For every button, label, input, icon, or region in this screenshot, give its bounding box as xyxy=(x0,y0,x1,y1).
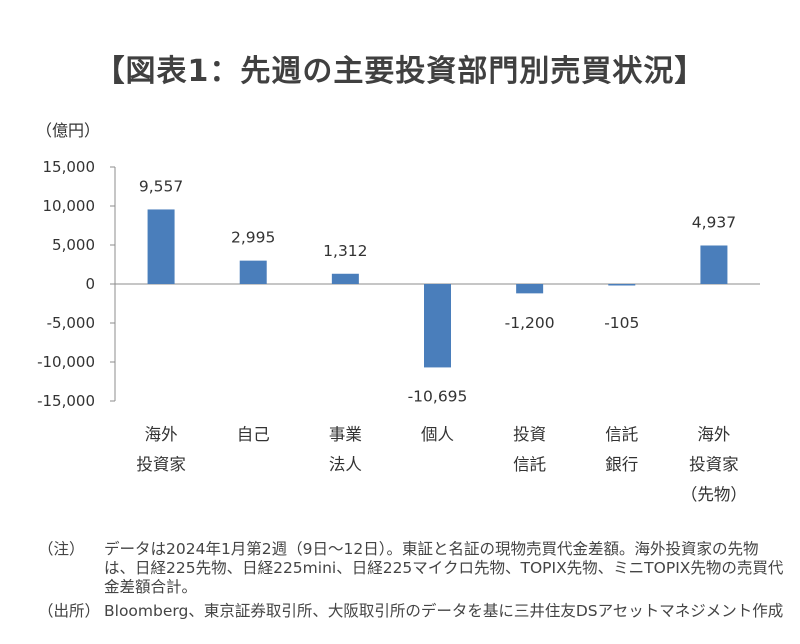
y-tick-label: -10,000 xyxy=(37,353,95,371)
y-tick-label: 10,000 xyxy=(43,197,96,215)
category-label: 銀行 xyxy=(605,455,638,474)
category-label: （先物） xyxy=(681,485,747,504)
bar xyxy=(424,284,451,368)
bar xyxy=(700,245,728,284)
category-label: 投資 xyxy=(513,425,546,444)
value-labels: 9,557 2,995 1,312 -10,695 -1,200 -105 4,937 xyxy=(139,177,736,405)
category-label: 事業 xyxy=(329,425,362,444)
y-tick-label: 5,000 xyxy=(52,236,95,254)
value-label: 1,312 xyxy=(323,242,367,260)
value-label: -10,695 xyxy=(408,387,468,405)
bar xyxy=(331,273,359,284)
y-tick-label: 0 xyxy=(85,275,95,293)
y-tick-labels: 15,000 10,000 5,000 0 -5,000 -10,000 -15,000 xyxy=(37,158,95,410)
category-label: 信託 xyxy=(605,425,638,444)
category-label: 自己 xyxy=(237,425,270,444)
source-tag: （出所） xyxy=(38,602,101,620)
value-label: -105 xyxy=(604,314,639,332)
category-label: 個人 xyxy=(421,425,454,444)
category-label: 信託 xyxy=(513,455,546,474)
y-axis-unit-label: （億円） xyxy=(36,121,100,140)
y-tick-label: -15,000 xyxy=(37,392,95,410)
category-label: 投資家 xyxy=(689,455,739,474)
category-label: 投資家 xyxy=(136,455,186,474)
note-tag: （注） xyxy=(38,540,85,558)
bar xyxy=(516,284,544,294)
chart-title: 【図表1：先週の主要投資部門別売買状況】 xyxy=(94,54,706,89)
bar xyxy=(239,260,267,284)
note-block: （注） データは2024年1月第2週（9日～12日）。東証と名証の現物売買代金差額… xyxy=(38,540,788,597)
y-tick-label: -5,000 xyxy=(47,314,95,332)
source-block: （出所） Bloomberg、東京証券取引所、大阪取引所のデータを基に三井住友DS… xyxy=(38,602,788,621)
note-text: データは2024年1月第2週（9日～12日）。東証と名証の現物売買代金差額。海外… xyxy=(104,540,784,596)
value-label: 9,557 xyxy=(139,177,183,195)
category-label: 海外 xyxy=(145,425,178,444)
bar-chart: （億円） 15,000 10,000 5,000 0 -5,000 -10,000 -15,… xyxy=(36,121,760,504)
category-label: 法人 xyxy=(329,455,362,474)
category-label: 海外 xyxy=(697,425,730,444)
value-label: 4,937 xyxy=(692,213,736,231)
source-text: Bloomberg、東京証券取引所、大阪取引所のデータを基に三井住友DSアセット… xyxy=(104,602,784,620)
value-label: -1,200 xyxy=(505,314,555,332)
bar xyxy=(147,209,175,284)
value-label: 2,995 xyxy=(231,229,275,247)
y-tick-label: 15,000 xyxy=(43,158,96,176)
bar xyxy=(608,284,636,286)
bars xyxy=(147,209,728,368)
